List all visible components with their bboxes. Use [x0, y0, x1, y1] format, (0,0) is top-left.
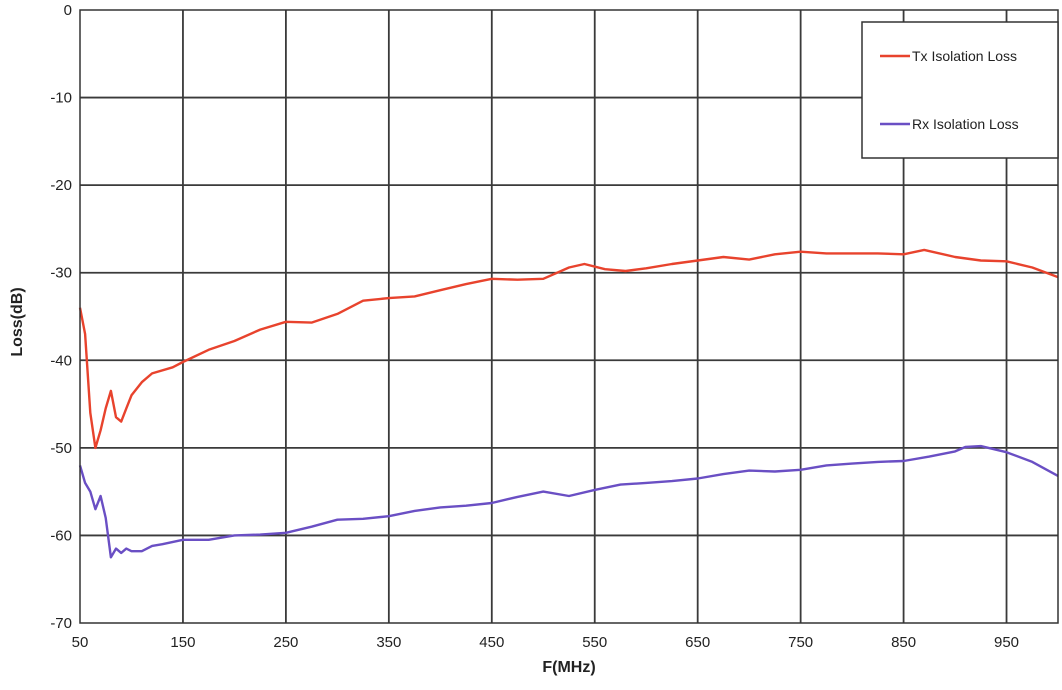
y-tick-label: -10 [50, 90, 72, 107]
y-tick-label: -50 [50, 440, 72, 457]
x-tick-labels: 50 150 250 350 450 550 650 750 850 950 [72, 634, 1019, 651]
x-tick-label: 850 [891, 634, 916, 651]
y-tick-label: 0 [64, 2, 72, 19]
x-tick-label: 250 [273, 634, 298, 651]
x-tick-label: 450 [479, 634, 504, 651]
x-tick-label: 550 [582, 634, 607, 651]
x-tick-label: 650 [685, 634, 710, 651]
x-tick-label: 950 [994, 634, 1019, 651]
y-tick-label: -60 [50, 527, 72, 544]
y-tick-label: -40 [50, 352, 72, 369]
x-tick-label: 50 [72, 634, 89, 651]
y-tick-label: -70 [50, 615, 72, 632]
series-lines [78, 248, 1059, 559]
legend-box [861, 21, 1059, 159]
plot-frame [79, 9, 1059, 624]
rx-isolation-loss-line [78, 444, 1059, 559]
legend: Tx Isolation Loss Rx Isolation Loss [861, 21, 1059, 159]
y-axis-title: Loss(dB) [9, 287, 26, 356]
legend-label-rx: Rx Isolation Loss [912, 116, 1019, 132]
x-tick-label: 750 [788, 634, 813, 651]
x-axis-title: F(MHz) [542, 659, 595, 676]
y-tick-label: -30 [50, 265, 72, 282]
tx-isolation-loss-line [78, 248, 1059, 450]
y-tick-labels: 0 -10 -20 -30 -40 -50 -60 -70 [50, 2, 72, 632]
x-tick-label: 350 [376, 634, 401, 651]
y-tick-label: -20 [50, 177, 72, 194]
x-tick-label: 150 [170, 634, 195, 651]
legend-label-tx: Tx Isolation Loss [912, 48, 1017, 64]
